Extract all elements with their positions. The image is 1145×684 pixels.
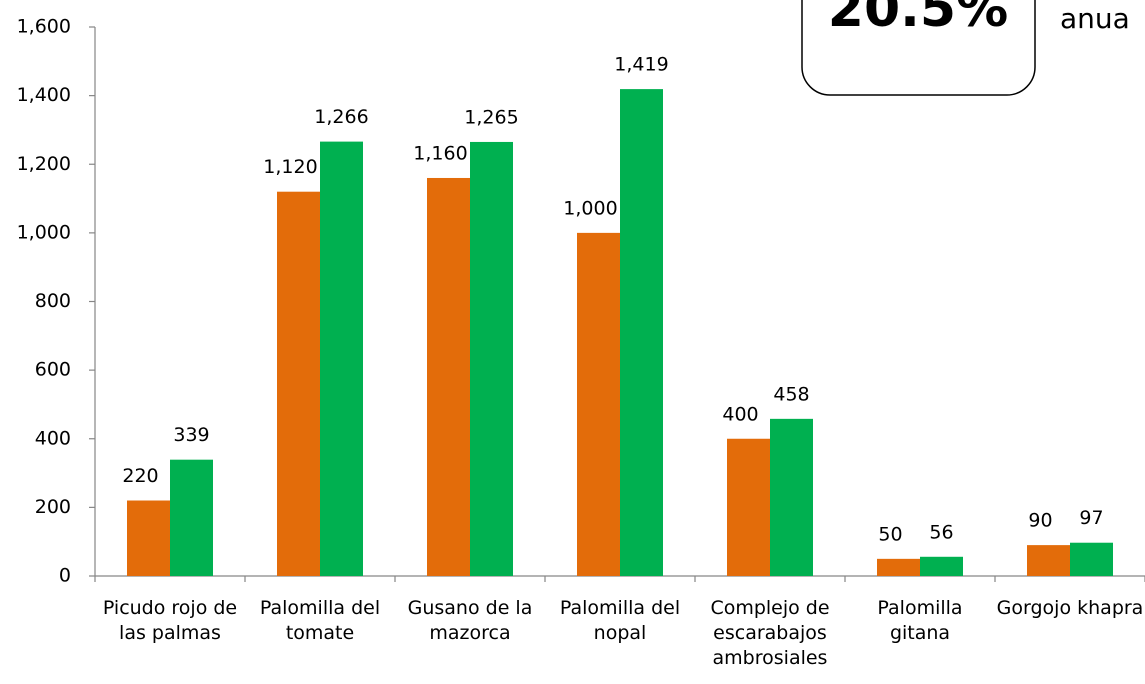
bar [320, 141, 363, 576]
x-tick-label: Gorgojo khapra [996, 597, 1144, 619]
bar [427, 177, 470, 576]
x-tick-label: Gusano de la mazorca [407, 597, 533, 644]
y-tick-label: 1,000 [17, 221, 71, 243]
bar [1070, 542, 1113, 576]
data-label: 50 [878, 523, 902, 545]
data-label: 400 [722, 403, 758, 425]
x-tick-label: Complejo de escarabajos ambrosiales [710, 597, 830, 669]
x-tick-label: Palomilla gitana [877, 597, 963, 644]
y-tick-label: 600 [35, 359, 71, 381]
bar [920, 556, 963, 576]
data-label: 1,160 [413, 142, 467, 164]
y-tick-label: 1,200 [17, 153, 71, 175]
bar [470, 141, 513, 576]
bar [127, 500, 170, 576]
bar [727, 438, 770, 576]
bar [1027, 545, 1070, 576]
annotation-value: 20.5% [828, 0, 1008, 39]
data-label: 1,419 [614, 54, 668, 76]
annotation-text: anua [1060, 2, 1130, 35]
y-tick-label: 1,600 [17, 16, 71, 38]
data-label: 458 [773, 383, 809, 405]
y-tick-label: 200 [35, 496, 71, 518]
y-tick-label: 0 [59, 565, 71, 587]
data-label: 220 [122, 465, 158, 487]
data-label: 1,265 [464, 106, 518, 128]
data-label: 1,266 [314, 106, 368, 128]
data-label: 339 [173, 424, 209, 446]
y-tick-label: 800 [35, 290, 71, 312]
annotation-box [801, 0, 1036, 96]
x-tick-label: Palomilla del nopal [559, 597, 681, 644]
x-tick-label: Palomilla del tomate [259, 597, 381, 644]
bar [577, 232, 620, 576]
bar [277, 191, 320, 576]
x-tick-label: Picudo rojo de las palmas [102, 597, 238, 644]
data-label: 56 [929, 521, 953, 543]
data-label: 1,120 [263, 156, 317, 178]
data-label: 1,000 [563, 197, 617, 219]
data-label: 90 [1028, 510, 1052, 532]
bar [620, 89, 663, 576]
y-tick-label: 1,400 [17, 84, 71, 106]
bar [170, 459, 213, 576]
bar [770, 418, 813, 576]
y-tick-label: 400 [35, 427, 71, 449]
data-label: 97 [1079, 507, 1103, 529]
bar [877, 558, 920, 576]
